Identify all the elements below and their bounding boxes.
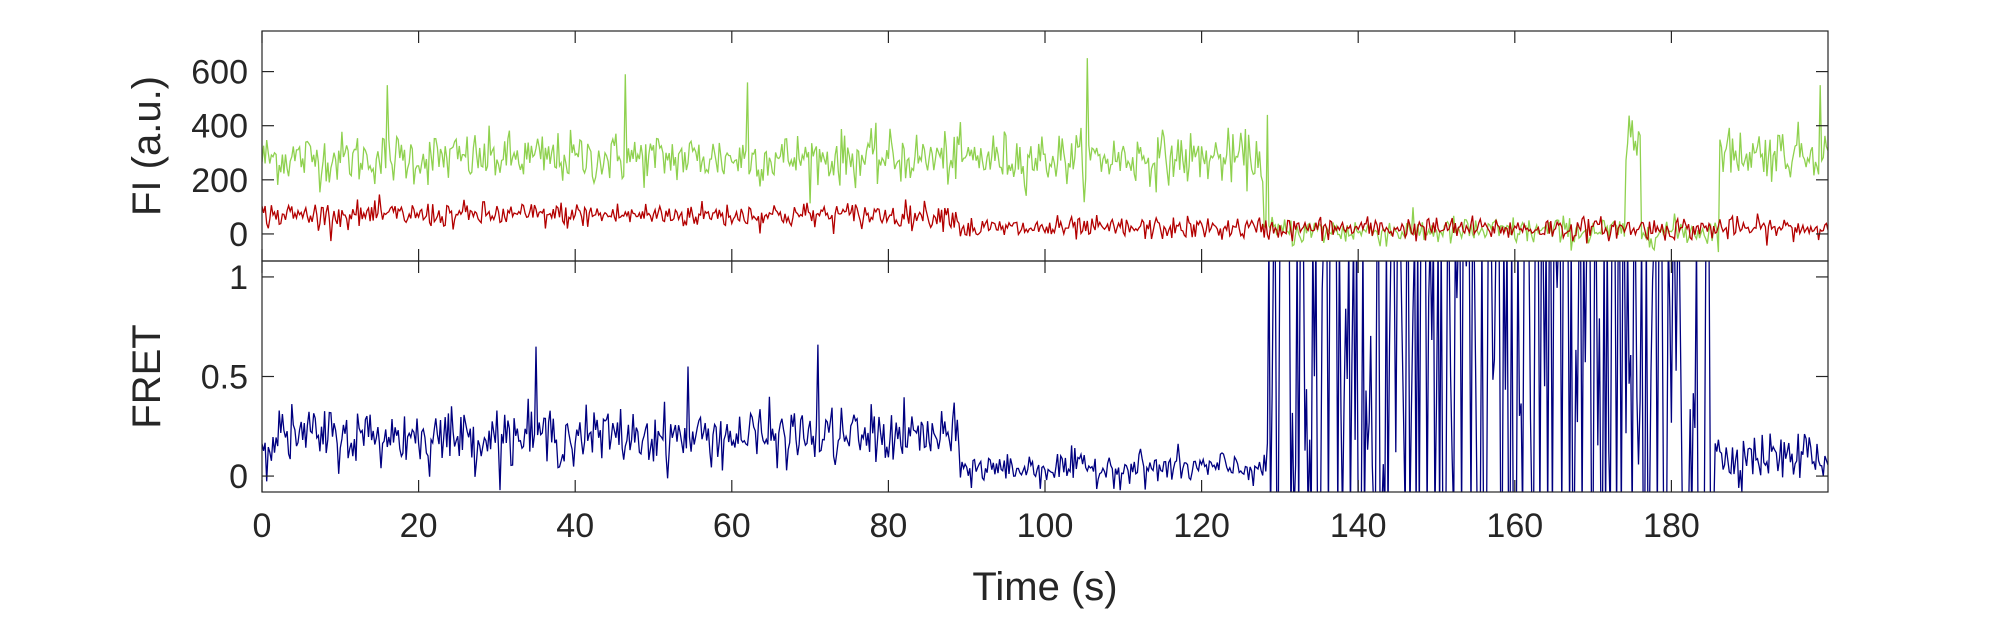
y-tick-label: 0.5 (201, 359, 248, 397)
x-tick-label: 60 (713, 507, 751, 545)
series-line-0 (262, 261, 1828, 492)
series-line-1 (262, 194, 1828, 246)
x-tick-label: 0 (253, 507, 272, 545)
intensity-ticks: 0 200 400 600 (191, 31, 1828, 261)
intensity-y-axis-label: FI (a.u.) (125, 76, 169, 216)
intensity-traces (262, 58, 1828, 253)
x-tick-label: 100 (1017, 507, 1074, 545)
x-tick-label: 20 (400, 507, 438, 545)
x-tick-label: 160 (1486, 507, 1543, 545)
y-tick-label: 600 (191, 54, 248, 92)
fret-traces (262, 261, 1828, 492)
y-tick-label: 0 (229, 216, 248, 254)
x-tick-label: 140 (1330, 507, 1387, 545)
fret-efficiency-panel: 0 0.5 1 0 20 40 60 80 100 120 140 160 180 FRET Time … (125, 259, 1829, 609)
time-x-axis-label: Time (s) (972, 565, 1117, 609)
y-tick-label: 400 (191, 108, 248, 146)
fret-y-axis-label: FRET (125, 324, 169, 428)
fret-ticks: 0 0.5 1 0 20 40 60 80 100 120 140 160 180 (201, 259, 1828, 545)
y-tick-label: 1 (229, 259, 248, 297)
y-tick-label: 200 (191, 162, 248, 200)
x-tick-label: 180 (1643, 507, 1700, 545)
y-tick-label: 0 (229, 458, 248, 496)
fluorescence-intensity-panel: 0 200 400 600 FI (a.u.) (125, 30, 1829, 262)
x-tick-label: 80 (869, 507, 907, 545)
series-line-0 (262, 58, 1828, 253)
x-tick-label: 120 (1173, 507, 1230, 545)
x-tick-label: 40 (556, 507, 594, 545)
